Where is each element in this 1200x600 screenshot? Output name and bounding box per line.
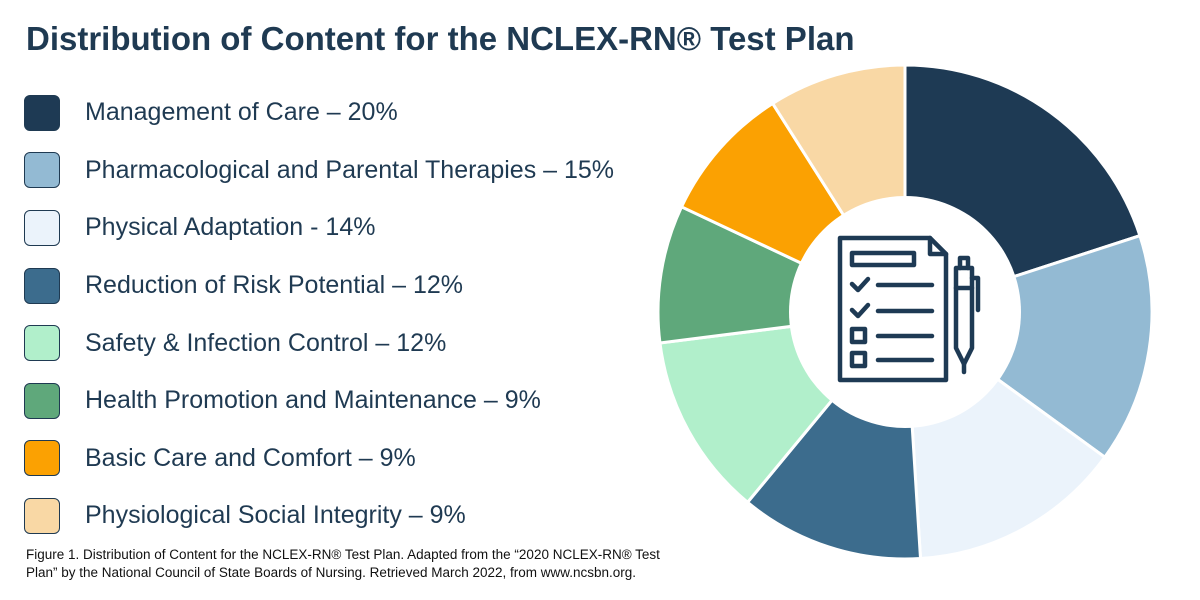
donut-chart [656,63,1154,561]
chart-title: Distribution of Content for the NCLEX-RN… [26,20,855,57]
legend-label: Basic Care and Comfort – 9% [85,443,416,472]
legend-label: Reduction of Risk Potential – 12% [85,271,463,300]
legend-swatch [24,382,60,419]
legend-label: Physiological Social Integrity – 9% [85,501,466,530]
legend-swatch [24,209,60,246]
legend-item: Reduction of Risk Potential – 12% [24,257,664,315]
legend-item: Physical Adaptation - 14% [24,199,664,257]
legend-label: Physical Adaptation - 14% [85,213,376,242]
legend-item: Physiological Social Integrity – 9% [24,487,664,545]
pie-slice [901,233,1154,460]
legend-item: Basic Care and Comfort – 9% [24,430,664,488]
figure-caption: Figure 1. Distribution of Content for th… [26,547,660,580]
checklist-clipboard-with-pen-icon [837,235,981,383]
legend-swatch [24,94,60,131]
legend-item: Management of Care – 20% [24,84,664,142]
legend-swatch [24,152,60,189]
legend-swatch [24,440,60,477]
legend-label: Safety & Infection Control – 12% [85,328,447,357]
legend-item: Health Promotion and Maintenance – 9% [24,372,664,430]
legend-swatch [24,325,60,362]
legend-label: Pharmacological and Parental Therapies –… [85,155,615,184]
legend-swatch [24,497,60,534]
legend: Management of Care – 20% Pharmacological … [24,84,664,545]
legend-label: Management of Care – 20% [85,98,398,127]
legend-label: Health Promotion and Maintenance – 9% [85,386,541,415]
legend-item: Pharmacological and Parental Therapies –… [24,142,664,200]
legend-swatch [24,267,60,304]
legend-item: Safety & Infection Control – 12% [24,314,664,372]
